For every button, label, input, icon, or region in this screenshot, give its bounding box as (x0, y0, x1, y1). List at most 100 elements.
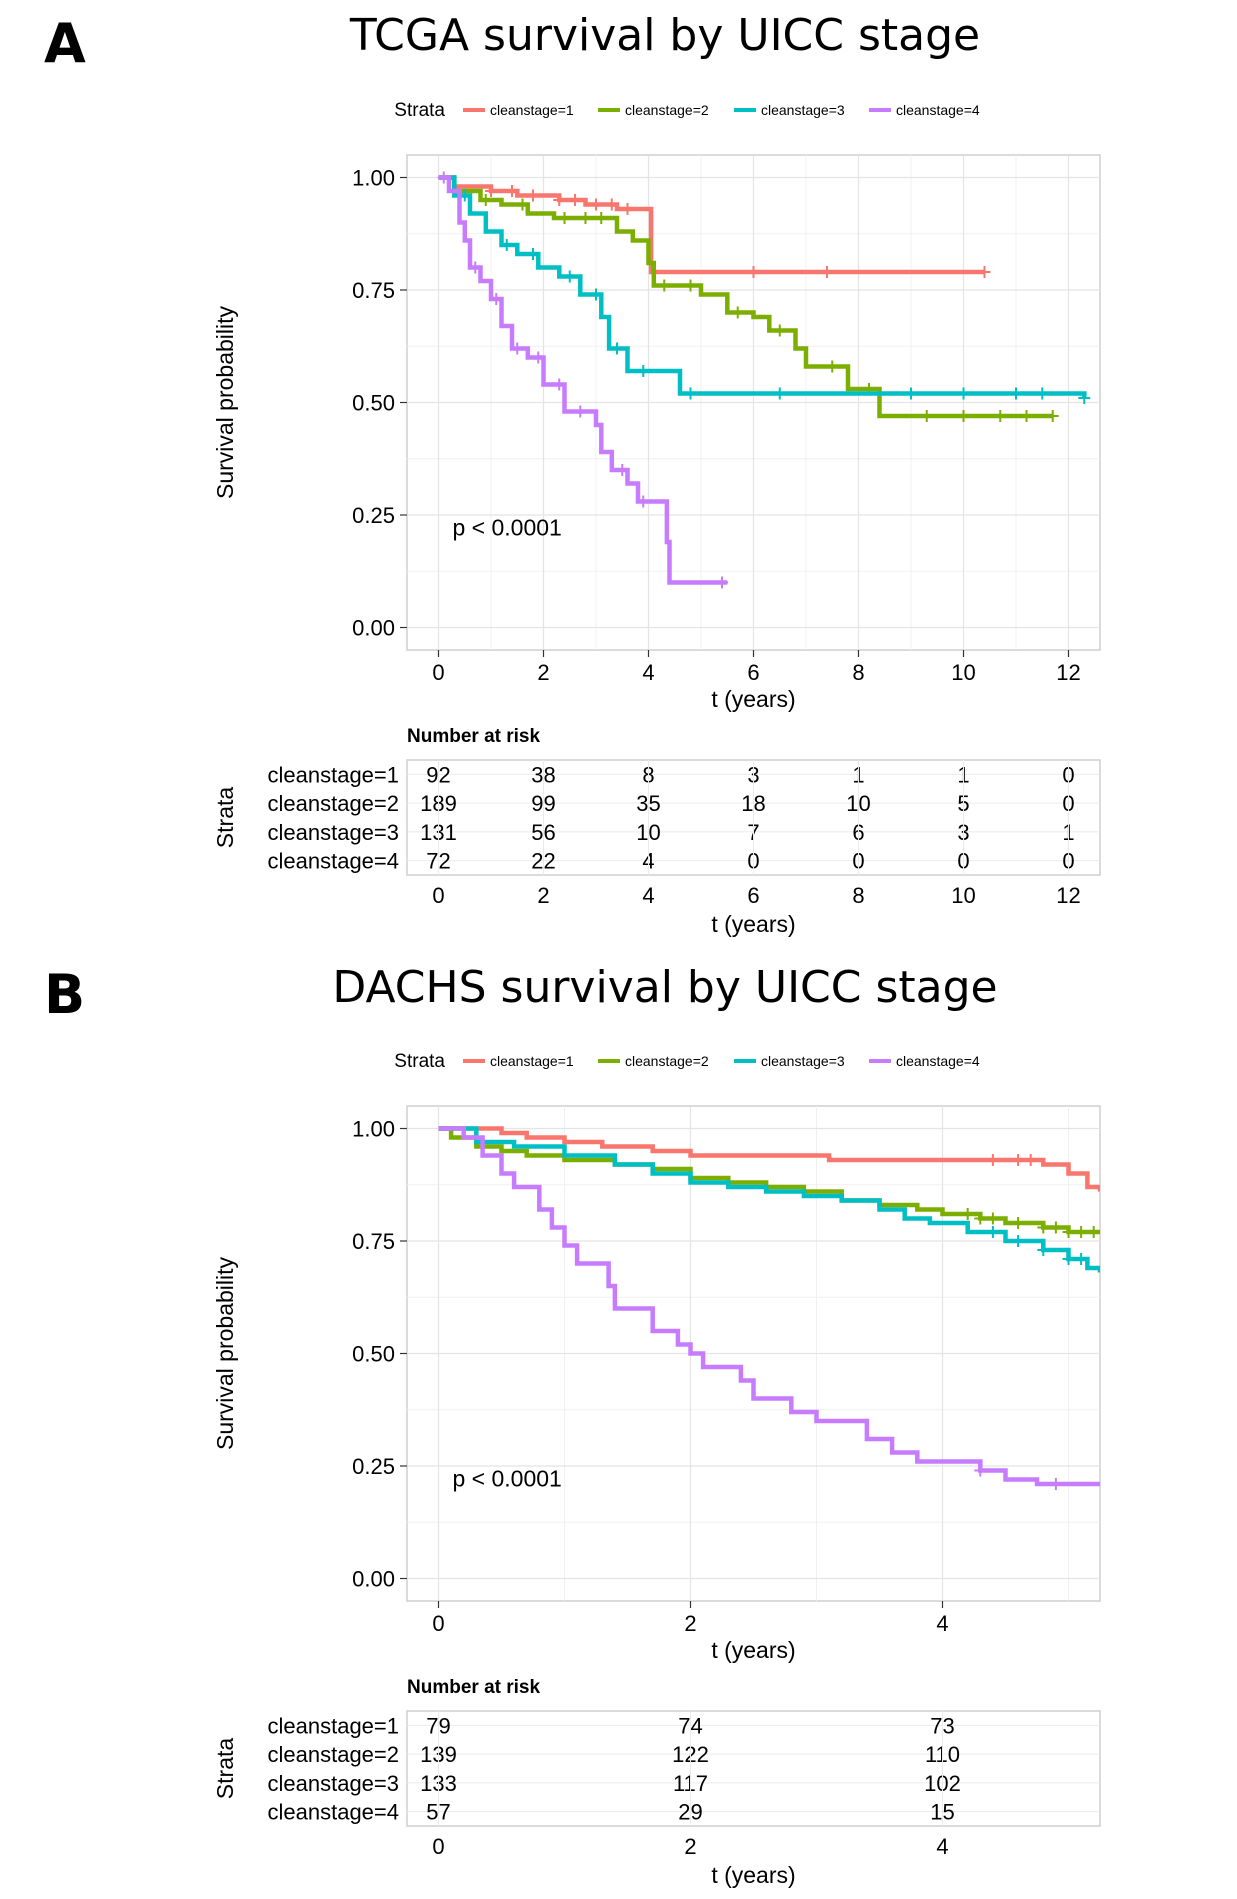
legend-entry: cleanstage=1 (490, 1053, 574, 1069)
censor-mark (1012, 1217, 1025, 1229)
censor-mark (1010, 387, 1022, 400)
risk-row-label: cleanstage=3 (268, 1771, 400, 1796)
risk-y-axis-title: Strata (212, 787, 238, 849)
censor-mark (957, 387, 970, 400)
p-value-annotation: p < 0.0001 (453, 515, 562, 541)
risk-x-tick-label: 4 (642, 883, 654, 908)
censor-mark (574, 405, 587, 418)
censor-mark (516, 198, 529, 211)
censor-mark (1062, 1226, 1075, 1238)
legend-entry: cleanstage=4 (896, 102, 980, 118)
panel-a: A TCGA survival by UICC stage Strata cleans… (44, 10, 1101, 937)
chart-title: TCGA survival by UICC stage (349, 10, 980, 61)
censor-mark (920, 410, 933, 422)
censor-mark (506, 185, 518, 197)
legend-title: Strata (394, 1051, 445, 1072)
censor-mark (1075, 1253, 1088, 1265)
risk-row-label: cleanstage=2 (268, 791, 400, 816)
censor-mark (957, 410, 970, 422)
censor-mark (1049, 1221, 1062, 1234)
y-tick-label: 0.50 (352, 391, 395, 416)
legend: Strata cleanstage=1 cleanstage=2 cleanstage… (394, 100, 980, 121)
x-tick-label: 2 (537, 660, 549, 685)
legend: Strata cleanstage=1 cleanstage=2 cleanstage… (394, 1051, 980, 1072)
censor-mark (479, 194, 492, 206)
censor-mark (684, 387, 697, 400)
censor-mark (532, 351, 545, 364)
y-tick-label: 0.50 (352, 1342, 395, 1367)
risk-row-label: cleanstage=4 (268, 849, 400, 874)
censor-mark (1020, 410, 1033, 422)
censor-mark (563, 270, 576, 283)
p-value-annotation: p < 0.0001 (453, 1466, 562, 1492)
risk-row-label: cleanstage=1 (268, 762, 400, 787)
censor-mark (1062, 1253, 1075, 1265)
censor-mark (590, 288, 602, 301)
y-tick-label: 0.75 (352, 278, 395, 303)
risk-x-tick-label: 10 (951, 883, 975, 908)
censor-mark (605, 198, 618, 211)
censor-mark (905, 387, 917, 400)
censor-mark (637, 365, 650, 377)
censor-mark (986, 1154, 999, 1166)
risk-x-tick-label: 2 (684, 1834, 696, 1859)
censor-mark (553, 378, 566, 391)
risk-x-axis-title: t (years) (711, 1862, 795, 1888)
x-axis-title: t (years) (711, 686, 795, 712)
risk-table-title: Number at risk (407, 726, 540, 747)
risk-x-tick-label: 0 (432, 883, 444, 908)
x-tick-label: 0 (432, 1611, 444, 1636)
censor-mark (1078, 392, 1091, 404)
censor-mark (579, 212, 592, 224)
censor-mark (1075, 1226, 1088, 1238)
censor-mark (490, 293, 503, 305)
risk-x-axis-title: t (years) (711, 911, 795, 937)
x-tick-label: 12 (1056, 660, 1080, 685)
censor-mark (595, 212, 608, 224)
censor-mark (747, 266, 760, 278)
censor-mark (621, 203, 634, 215)
risk-x-tick-label: 2 (537, 883, 549, 908)
censor-mark (684, 279, 697, 292)
y-axis-title: Survival probability (212, 305, 238, 499)
censor-mark (553, 194, 566, 206)
risk-row-label: cleanstage=2 (268, 1742, 400, 1767)
x-tick-label: 4 (936, 1611, 948, 1636)
risk-x-tick-label: 0 (432, 1834, 444, 1859)
survival-curve-cleanstage-4 (438, 1126, 1100, 1487)
censor-mark (978, 266, 991, 278)
censor-mark (527, 248, 539, 260)
legend-entry: cleanstage=2 (625, 1053, 709, 1069)
legend-entry: cleanstage=4 (896, 1053, 980, 1069)
censor-mark (1037, 1221, 1050, 1234)
censor-mark (511, 342, 524, 355)
censor-mark (994, 410, 1007, 422)
censor-mark (1049, 1478, 1062, 1490)
survival-curve-cleanstage-1 (438, 1126, 1100, 1192)
survival-curve-cleanstage-2 (438, 175, 1053, 419)
risk-x-tick-label: 8 (852, 883, 864, 908)
censor-mark (658, 279, 671, 292)
censor-mark (590, 198, 602, 211)
censor-mark (773, 387, 786, 400)
x-tick-label: 6 (747, 660, 759, 685)
y-tick-label: 0.00 (352, 1567, 395, 1592)
legend-entry: cleanstage=3 (761, 102, 845, 118)
censor-mark (558, 212, 571, 224)
censor-mark (1087, 1226, 1100, 1238)
series-group (437, 171, 1091, 589)
censor-mark (961, 1208, 974, 1220)
gridlines (407, 155, 1100, 650)
censor-mark (773, 324, 786, 337)
risk-row-label: cleanstage=1 (268, 1713, 400, 1738)
censor-mark (1036, 387, 1049, 400)
censor-mark (637, 495, 650, 508)
panel-letter: B (44, 963, 85, 1026)
censor-mark (1012, 1235, 1025, 1247)
censor-mark (569, 194, 581, 206)
risk-table-title: Number at risk (407, 1677, 540, 1698)
y-tick-label: 1.00 (352, 166, 395, 191)
censor-mark (986, 1212, 999, 1225)
x-tick-label: 2 (684, 1611, 696, 1636)
